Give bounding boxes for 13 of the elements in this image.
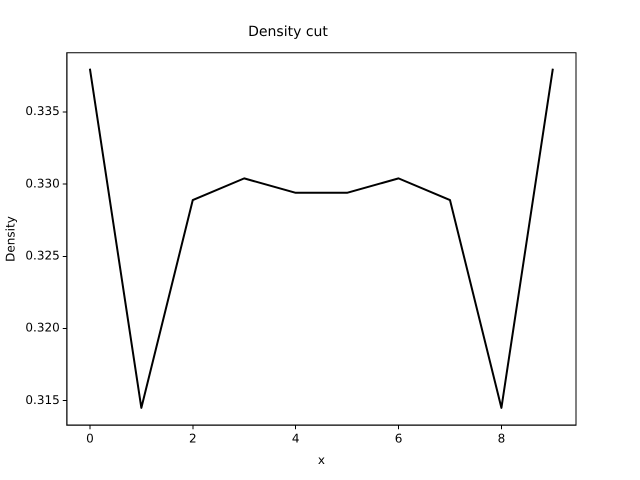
x-tick-label: 8: [498, 432, 506, 446]
x-axis-title: x: [318, 452, 325, 467]
y-tick-label: 0.315: [25, 392, 60, 407]
y-tick-label: 0.335: [25, 104, 60, 118]
x-tick-label: 0: [86, 432, 94, 446]
x-tick-label: 4: [292, 432, 300, 446]
y-tick-label: 0.320: [25, 320, 60, 335]
y-axis-title: Density: [3, 216, 18, 262]
chart-title: Density cut: [248, 24, 328, 40]
x-tick-label: 6: [394, 432, 402, 446]
y-tick-label: 0.325: [25, 248, 60, 262]
x-tick-label: 2: [188, 432, 197, 446]
y-tick-label: 0.330: [25, 176, 60, 190]
